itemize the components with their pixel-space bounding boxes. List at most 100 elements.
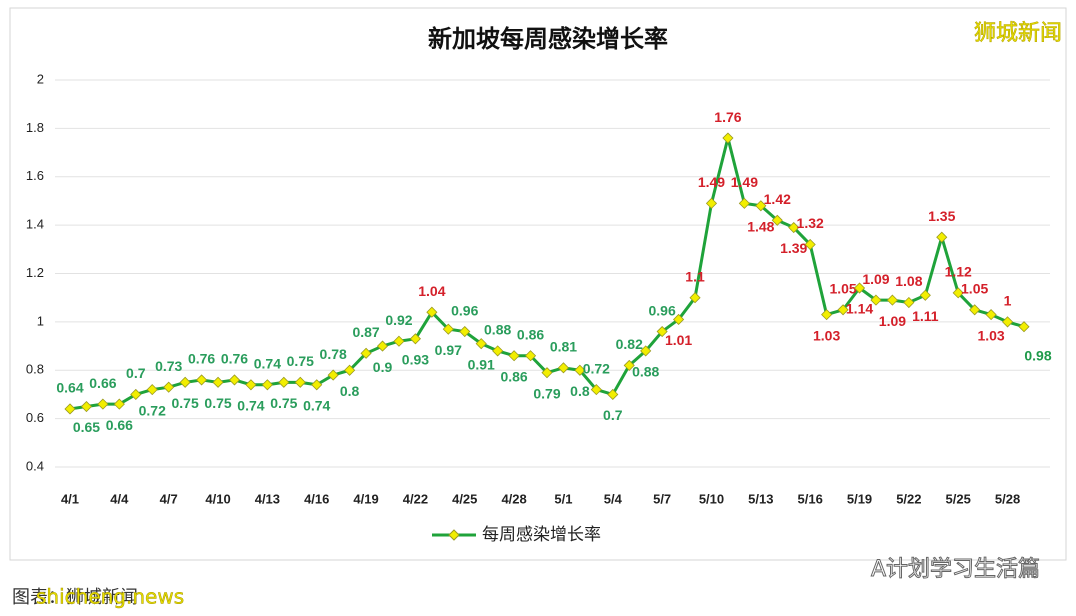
value-label: 0.66	[89, 375, 116, 391]
point	[113, 398, 125, 410]
value-label: 1.49	[731, 174, 758, 190]
x-tick-label: 5/22	[896, 491, 921, 506]
x-tick-label: 4/7	[160, 491, 178, 506]
value-label: 0.72	[583, 360, 610, 376]
value-label: 1.05	[829, 280, 856, 296]
value-label: 0.92	[385, 312, 412, 328]
x-tick-label: 5/28	[995, 491, 1020, 506]
y-tick-label: 0.4	[26, 458, 44, 473]
y-tick-label: 1	[37, 313, 44, 328]
value-label: 0.91	[468, 356, 495, 372]
value-label: 1.48	[747, 218, 774, 234]
point	[344, 364, 356, 376]
point	[623, 359, 635, 371]
point	[607, 388, 619, 401]
value-label: 1.01	[665, 332, 692, 348]
point	[738, 197, 750, 209]
point	[689, 292, 701, 304]
point	[936, 231, 948, 243]
x-tick-label: 4/22	[403, 491, 428, 506]
y-tick-label: 1.4	[26, 217, 44, 232]
point	[146, 384, 158, 396]
point	[294, 376, 306, 388]
x-tick-label: 5/16	[798, 491, 823, 506]
point	[409, 333, 421, 345]
value-label: 0.97	[435, 342, 462, 358]
value-label: 0.64	[56, 380, 83, 396]
value-label: 1.35	[928, 208, 955, 224]
point	[705, 197, 718, 209]
value-label: 0.66	[106, 417, 133, 433]
point	[80, 400, 93, 413]
point	[853, 282, 866, 294]
x-tick-label: 5/1	[554, 491, 572, 506]
point	[722, 132, 734, 144]
x-tick-label: 4/25	[452, 491, 477, 506]
x-tick-label: 5/25	[946, 491, 971, 506]
value-label: 0.75	[204, 395, 231, 411]
value-label: 0.75	[270, 395, 297, 411]
value-label: 0.93	[402, 352, 429, 368]
x-tick-label: 4/28	[501, 491, 526, 506]
value-label: 0.7	[603, 407, 623, 423]
y-tick-label: 1.6	[26, 168, 44, 183]
value-label: 1.32	[797, 215, 824, 231]
point	[804, 238, 816, 251]
value-label: 0.96	[649, 302, 676, 318]
point	[524, 350, 537, 362]
value-label: 1.49	[698, 174, 725, 190]
value-label: 0.75	[287, 353, 314, 369]
point	[919, 289, 931, 301]
point	[656, 325, 668, 338]
point	[870, 294, 882, 306]
point	[771, 214, 783, 226]
point	[64, 403, 76, 415]
value-label: 1	[1004, 293, 1012, 309]
value-label: 1.14	[846, 301, 873, 317]
value-label: 1.39	[780, 240, 807, 256]
x-tick-label: 4/16	[304, 491, 329, 506]
x-tick-label: 4/10	[205, 491, 230, 506]
value-label: 0.73	[155, 358, 182, 374]
point	[426, 306, 438, 318]
point	[969, 304, 981, 316]
value-label: 1.11	[912, 308, 939, 324]
value-label: 0.8	[340, 383, 360, 399]
value-label: 1.76	[714, 109, 741, 125]
value-label: 0.98	[1024, 347, 1051, 363]
value-label: 0.75	[172, 395, 199, 411]
value-label: 1.03	[977, 327, 1004, 343]
point	[179, 376, 191, 388]
point	[640, 345, 652, 357]
value-label: 0.72	[139, 402, 166, 418]
x-tick-label: 5/4	[604, 491, 623, 506]
value-label: 0.88	[632, 364, 659, 380]
point	[673, 313, 685, 326]
point	[952, 287, 964, 299]
point	[261, 379, 273, 391]
value-label: 0.74	[254, 355, 281, 371]
x-tick-label: 5/19	[847, 491, 872, 506]
point	[557, 362, 570, 374]
value-label: 0.74	[303, 397, 330, 413]
value-label: 1.42	[764, 191, 791, 207]
value-label: 0.88	[484, 322, 511, 338]
point	[590, 384, 602, 396]
point	[1018, 321, 1030, 333]
point	[376, 340, 389, 352]
y-tick-label: 0.8	[26, 362, 44, 377]
point	[212, 376, 224, 388]
point	[475, 338, 487, 350]
value-label: 1.1	[685, 268, 705, 284]
y-tick-label: 0.6	[26, 410, 44, 425]
point	[245, 379, 257, 391]
point	[837, 304, 849, 316]
point	[228, 374, 241, 386]
point	[886, 294, 898, 306]
value-label: 0.86	[500, 368, 527, 384]
value-label: 0.9	[373, 359, 393, 375]
value-label: 0.76	[188, 351, 215, 367]
value-label: 0.76	[221, 351, 248, 367]
value-label: 0.74	[237, 397, 264, 413]
